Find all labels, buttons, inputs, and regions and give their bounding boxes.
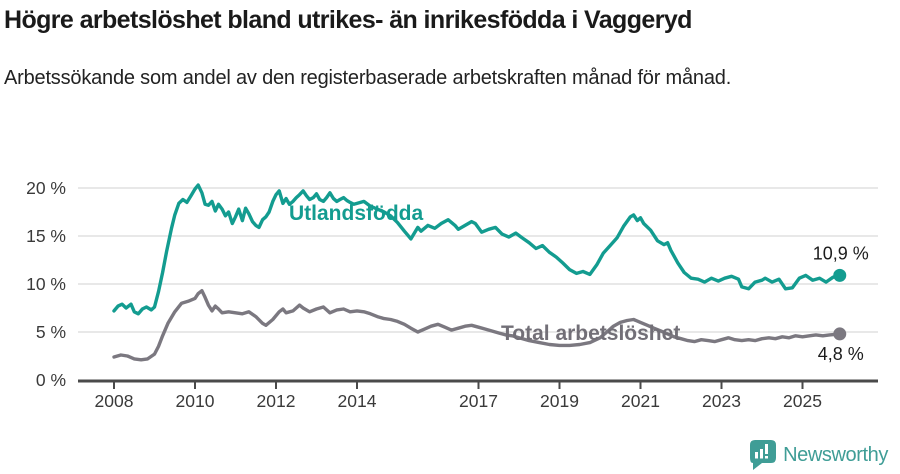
x-tick-label: 2019 (540, 391, 579, 411)
x-tick-label: 2012 (257, 391, 296, 411)
end-value-label: 10,9 % (813, 243, 869, 263)
x-tick-label: 2010 (176, 391, 215, 411)
series-label-total: Total arbetslöshet (501, 322, 680, 345)
x-tick-label: 2025 (783, 391, 822, 411)
series-end-dot (833, 327, 847, 341)
series-end-dot (833, 268, 847, 282)
brand-name: Newsworthy (783, 443, 888, 466)
series-line-total (112, 289, 842, 362)
chart-subtitle: Arbetssökande som andel av den registerb… (4, 67, 732, 89)
y-tick-label: 10 % (26, 274, 66, 294)
newsworthy-logo: Newsworthy (750, 440, 888, 470)
y-tick-label: 0 % (36, 370, 66, 390)
newsworthy-bubble-chart-icon (750, 440, 777, 470)
x-tick-label: 2008 (95, 391, 134, 411)
series-line-utlandsfodda (112, 183, 842, 316)
x-tick-label: 2014 (338, 391, 377, 411)
end-value-label: 4,8 % (818, 344, 864, 364)
y-tick-label: 20 % (26, 178, 66, 198)
x-tick-label: 2023 (702, 391, 741, 411)
series-label-utlandsfodda: Utlandsfödda (289, 202, 423, 225)
page-title: Högre arbetslöshet bland utrikes- än inr… (4, 6, 692, 34)
y-tick-label: 15 % (26, 226, 66, 246)
y-tick-label: 5 % (36, 322, 66, 342)
x-tick-label: 2021 (621, 391, 660, 411)
x-tick-label: 2017 (459, 391, 498, 411)
